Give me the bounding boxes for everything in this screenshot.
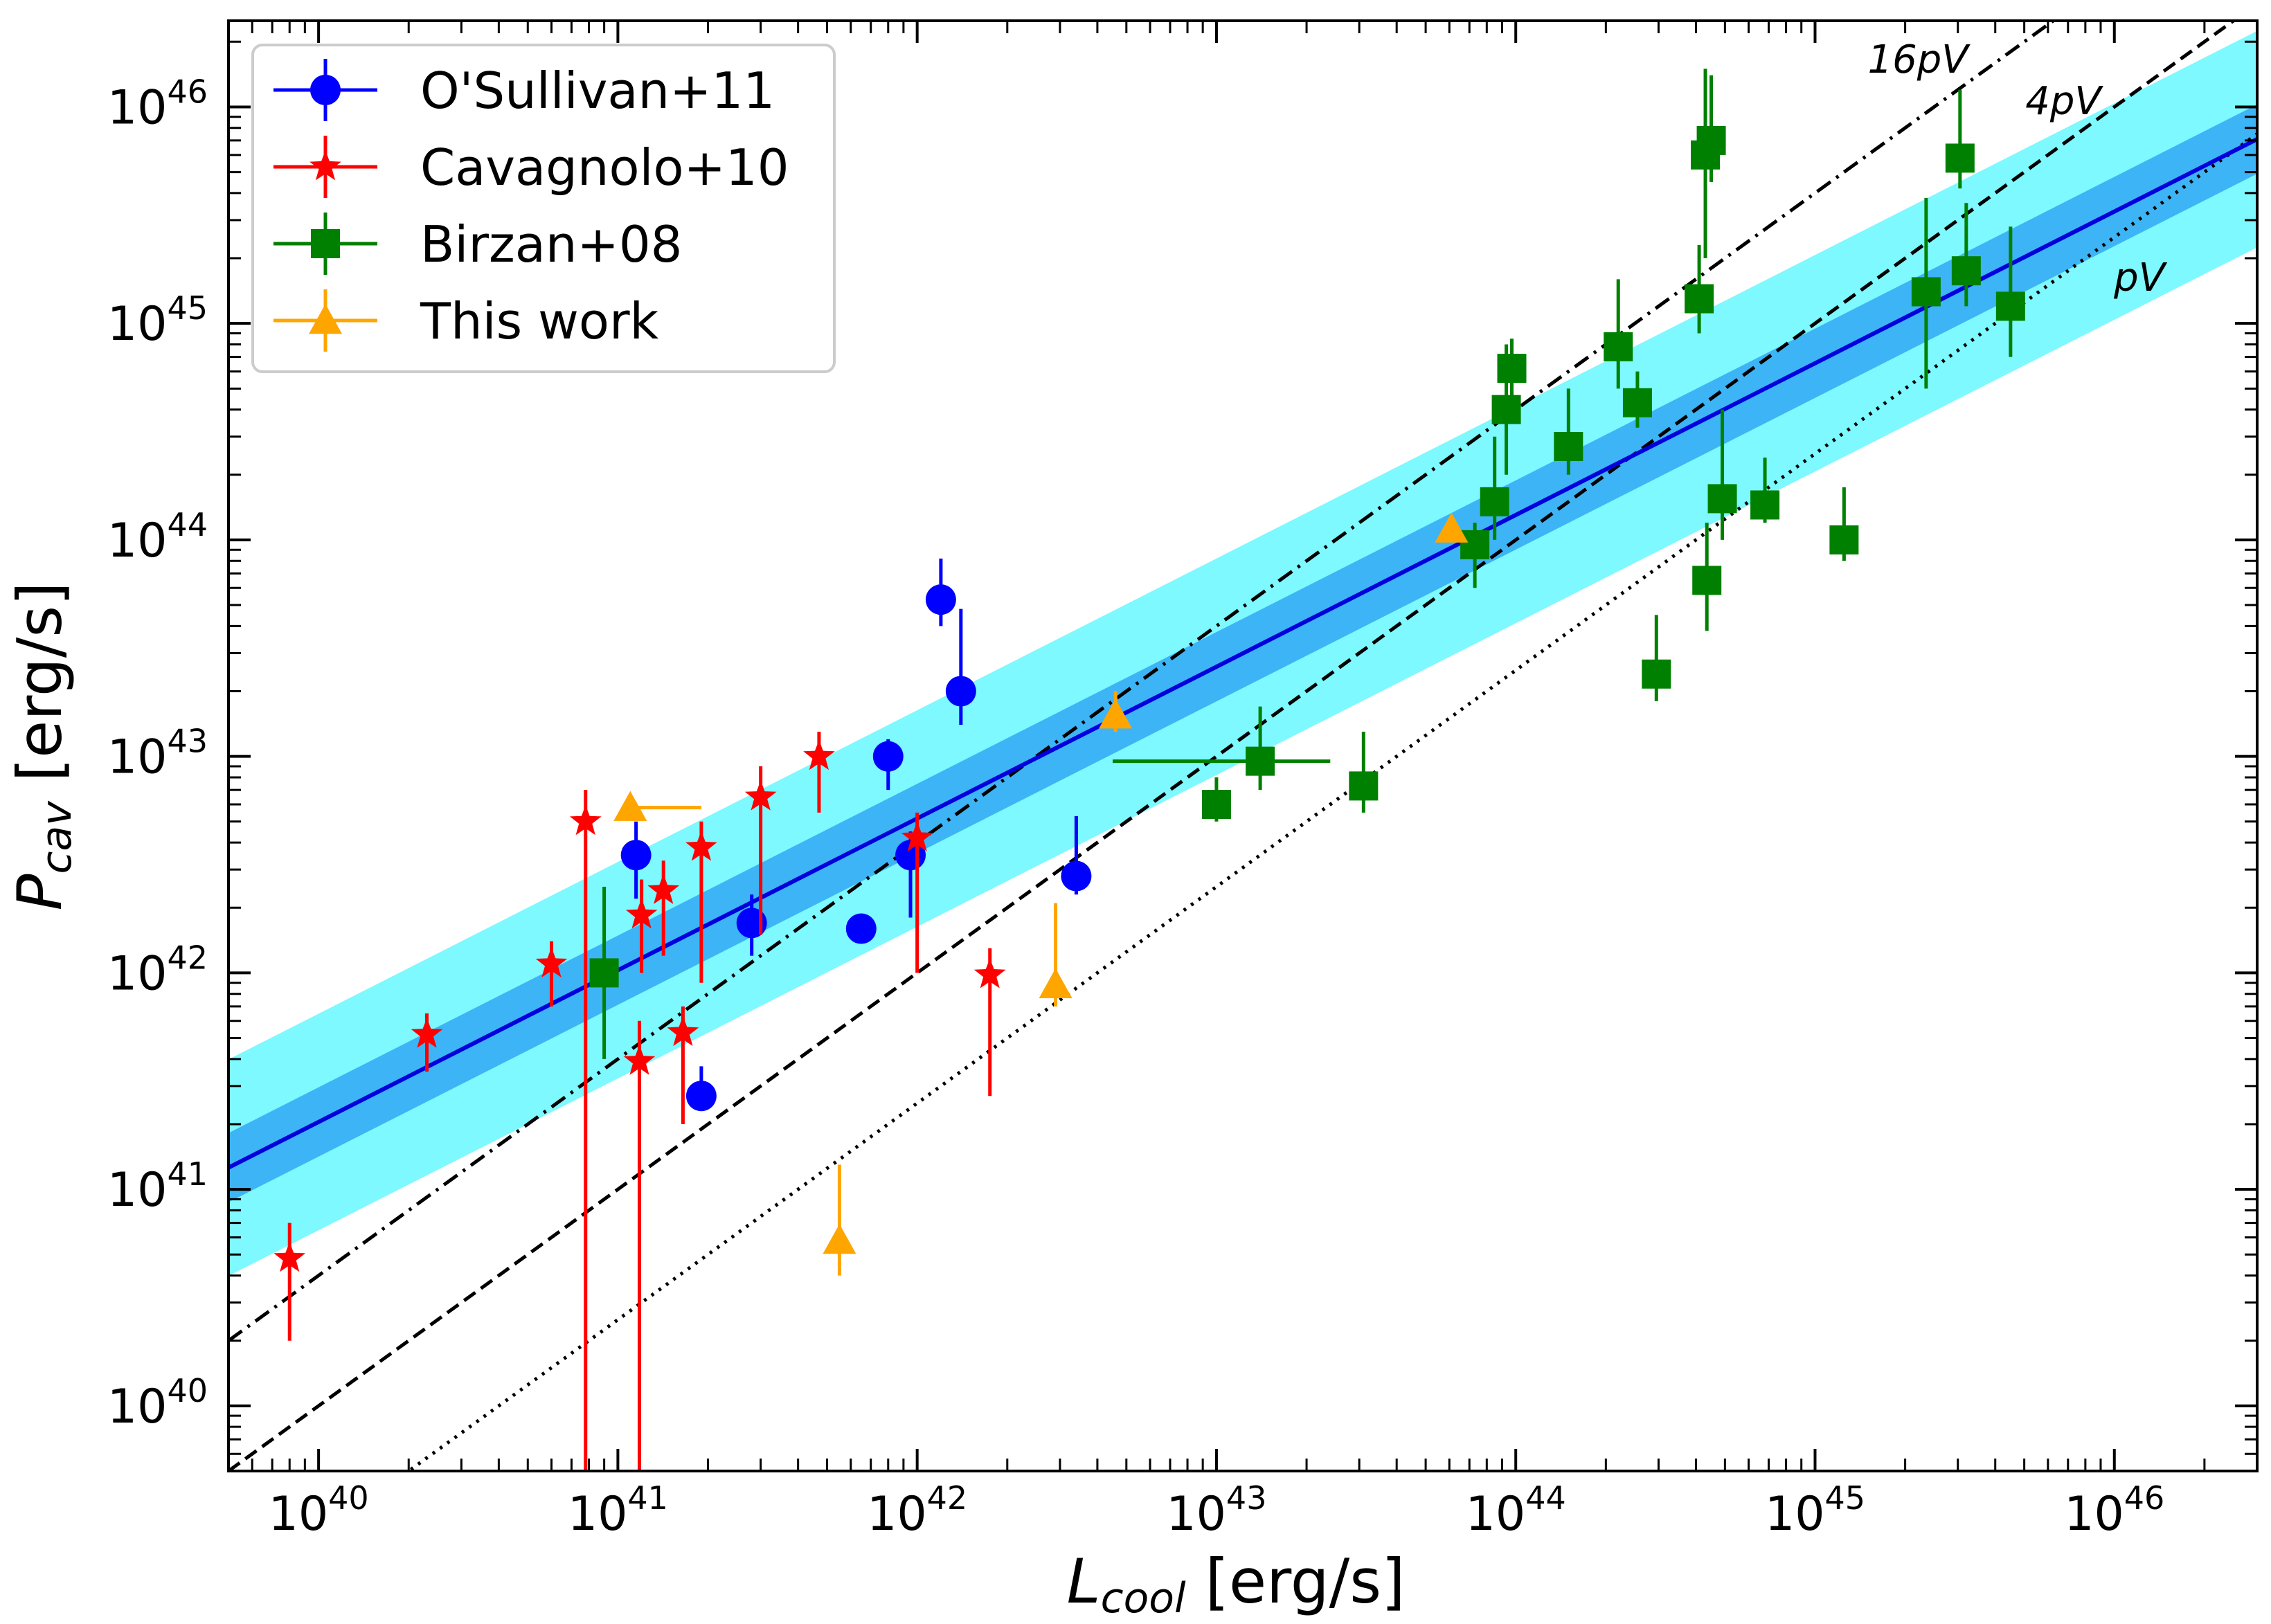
data-point-3-0 xyxy=(613,791,647,821)
data-point-1-4 xyxy=(623,1045,656,1075)
x-axis-title: Lcool [erg/s] xyxy=(1067,1546,1406,1623)
legend-marker-0 xyxy=(310,75,341,105)
data-point-1-10 xyxy=(803,739,835,770)
data-point-2-16 xyxy=(1707,484,1737,514)
data-point-3-1 xyxy=(823,1224,856,1254)
reference-label-pV: pV xyxy=(2113,255,2168,300)
data-point-1-0 xyxy=(273,1241,306,1272)
axes xyxy=(227,19,2259,1472)
data-point-2-9 xyxy=(1604,332,1633,361)
data-point-2-21 xyxy=(1951,256,1981,286)
legend-label-1: Cavagnolo+10 xyxy=(420,138,789,197)
x-axis-title-main: L xyxy=(1067,1546,1101,1617)
x-tick-label-0: 1040 xyxy=(269,1479,369,1542)
data-point-1-3 xyxy=(569,804,602,836)
y-tick-label-4: 1044 xyxy=(107,506,208,568)
data-point-0-7 xyxy=(945,676,976,707)
data-point-1-1 xyxy=(411,1018,443,1048)
data-point-2-20 xyxy=(1945,143,1975,173)
data-point-0-6 xyxy=(925,584,956,615)
y-tick-label-2: 1042 xyxy=(107,939,208,1001)
data-point-2-15 xyxy=(1692,566,1722,595)
ticks xyxy=(228,21,2259,1471)
data-point-2-6 xyxy=(1491,395,1521,424)
x-axis-title-sub: cool xyxy=(1101,1574,1186,1623)
data-point-2-7 xyxy=(1497,354,1527,384)
axis-labels: 16pV 4pV pV 1040 1041 1042 1043 1044 1045 1046 104… xyxy=(107,37,2168,1542)
data-point-1-5 xyxy=(625,898,658,929)
data-point-1-7 xyxy=(667,1016,699,1046)
data-point-0-1 xyxy=(685,1081,717,1112)
data-point-0-3 xyxy=(845,913,877,944)
data-point-3-4 xyxy=(1435,512,1469,543)
data-point-2-19 xyxy=(1911,277,1941,307)
series-Cavagnolo+10 xyxy=(273,732,1006,1471)
legend-marker-2 xyxy=(311,229,340,258)
data-point-2-14 xyxy=(1696,125,1726,155)
data-point-0-0 xyxy=(620,840,652,871)
fit-line xyxy=(228,137,2257,1170)
data-point-2-1 xyxy=(1201,790,1231,820)
data-point-2-2 xyxy=(1246,746,1275,776)
data-point-2-17 xyxy=(1750,490,1780,520)
y-tick-label-3: 1043 xyxy=(107,723,208,785)
data-point-1-11 xyxy=(901,821,933,851)
data-point-1-9 xyxy=(744,780,777,811)
legend-label-3: This work xyxy=(420,292,659,350)
data-point-3-2 xyxy=(1039,968,1072,998)
y-axis-title-sub: cav xyxy=(33,800,81,874)
data-point-2-0 xyxy=(589,958,619,988)
x-tick-label-1: 1041 xyxy=(568,1479,668,1542)
reference-line-pV xyxy=(405,132,2257,1471)
reference-label-16pV: 16pV xyxy=(1867,37,1971,82)
x-tick-label-3: 1043 xyxy=(1166,1479,1266,1542)
y-tick-label-6: 1046 xyxy=(107,73,208,135)
data-point-2-12 xyxy=(1685,284,1714,314)
y-tick-label-0: 1040 xyxy=(107,1372,208,1434)
x-tick-label-6: 1046 xyxy=(2064,1479,2164,1542)
y-axis-title: Pcav [erg/s] xyxy=(4,581,81,910)
data-point-3-3 xyxy=(1099,698,1133,729)
reference-line-16pV xyxy=(228,21,2056,1342)
data-point-2-5 xyxy=(1480,487,1509,516)
y-axis-title-unit: [erg/s] xyxy=(4,581,75,801)
plot-area xyxy=(228,21,2257,1471)
data-point-1-2 xyxy=(535,947,568,977)
legend-label-2: Birzan+08 xyxy=(420,215,683,273)
reference-line-4pV xyxy=(228,21,2237,1471)
series-This work xyxy=(613,512,1469,1276)
x-tick-label-2: 1042 xyxy=(867,1479,967,1542)
x-tick-label-4: 1044 xyxy=(1466,1479,1566,1542)
y-axis-title-main: P xyxy=(4,874,75,910)
legend-label-0: O'Sullivan+11 xyxy=(420,62,775,120)
data-point-1-6 xyxy=(647,874,680,904)
data-point-2-3 xyxy=(1349,771,1379,801)
legend: O'Sullivan+11 Cavagnolo+10 Birzan+08 This w… xyxy=(251,44,836,373)
reference-label-4pV: 4pV xyxy=(2025,79,2103,124)
legend-box xyxy=(251,44,836,373)
data-point-2-22 xyxy=(1995,291,2025,321)
series-Birzan+08 xyxy=(589,69,2025,1059)
data-point-2-11 xyxy=(1642,659,1671,689)
data-point-1-8 xyxy=(685,831,717,861)
x-axis-title-unit: [erg/s] xyxy=(1186,1546,1406,1617)
x-tick-label-5: 1045 xyxy=(1765,1479,1865,1542)
y-tick-label-1: 1041 xyxy=(107,1155,208,1218)
data-point-0-4 xyxy=(872,741,904,772)
y-tick-label-5: 1045 xyxy=(107,289,208,352)
data-point-1-12 xyxy=(973,958,1006,989)
legend-marker-3 xyxy=(309,304,342,334)
data-point-2-18 xyxy=(1829,525,1859,554)
data-point-0-8 xyxy=(1061,860,1092,892)
data-point-2-10 xyxy=(1622,388,1652,417)
data-point-2-4 xyxy=(1460,530,1490,559)
plot-frame xyxy=(227,19,2259,1472)
legend-marker-1 xyxy=(309,150,341,181)
data-point-2-8 xyxy=(1554,432,1583,462)
